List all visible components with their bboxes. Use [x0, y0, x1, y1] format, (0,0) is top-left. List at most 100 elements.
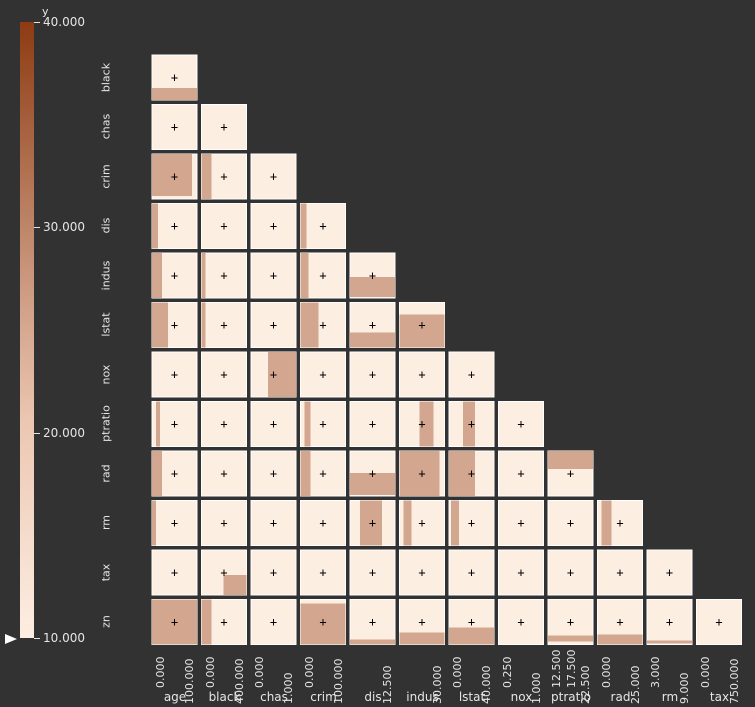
heatmap-cell-lstat-age[interactable]: +: [151, 302, 198, 348]
heatmap-cell-rad-dis[interactable]: +: [349, 450, 396, 497]
heatmap-cell-crim-age[interactable]: +: [151, 153, 198, 200]
heatmap-cell-ptratio-dis[interactable]: +: [349, 401, 396, 447]
x-tick-max-black: 400.000: [232, 658, 246, 705]
heatmap-cell-ptratio-black[interactable]: +: [201, 401, 247, 447]
heatmap-cell-rad-nox[interactable]: +: [498, 450, 544, 497]
density-patch: [201, 253, 206, 298]
heatmap-cell-dis-chas[interactable]: +: [250, 203, 297, 249]
heatmap-cell-lstat-indus[interactable]: +: [399, 302, 445, 348]
heatmap-cell-ptratio-nox[interactable]: +: [498, 401, 544, 447]
heatmap-cell-indus-dis[interactable]: +: [349, 252, 396, 299]
heatmap-cell-rm-lstat[interactable]: +: [448, 500, 495, 546]
density-patch: [360, 500, 382, 546]
heatmap-cell-tax-age[interactable]: +: [151, 549, 198, 596]
heatmap-cell-ptratio-lstat[interactable]: +: [448, 401, 495, 447]
heatmap-cell-tax-chas[interactable]: +: [250, 549, 297, 596]
heatmap-cell-rm-indus[interactable]: +: [399, 500, 445, 546]
heatmap-cell-rm-dis[interactable]: +: [349, 500, 396, 546]
heatmap-cell-rm-ptratio[interactable]: +: [547, 500, 594, 546]
cell-background: [300, 549, 346, 596]
heatmap-cell-dis-age[interactable]: +: [151, 203, 198, 249]
heatmap-cell-tax-indus[interactable]: +: [399, 549, 445, 596]
heatmap-cell-tax-lstat[interactable]: +: [448, 549, 495, 596]
heatmap-cell-chas-age[interactable]: +: [151, 104, 198, 150]
heatmap-cell-tax-rad[interactable]: +: [597, 549, 643, 596]
cell-marker: +: [616, 615, 623, 629]
heatmap-cell-zn-rad[interactable]: +: [597, 599, 643, 645]
heatmap-cell-crim-chas[interactable]: +: [250, 153, 297, 200]
heatmap-cell-dis-crim[interactable]: +: [300, 203, 346, 249]
heatmap-cell-nox-chas[interactable]: +: [250, 351, 297, 398]
heatmap-cell-rad-crim[interactable]: +: [300, 450, 346, 497]
heatmap-cell-nox-indus[interactable]: +: [399, 351, 445, 398]
heatmap-cell-zn-dis[interactable]: +: [349, 599, 396, 645]
heatmap-cell-tax-black[interactable]: +: [201, 549, 247, 596]
x-tick-min-rm: 3.000: [649, 656, 662, 689]
heatmap-cell-black-age[interactable]: +: [151, 54, 198, 101]
heatmap-cell-ptratio-chas[interactable]: +: [250, 401, 297, 447]
cell-marker: +: [418, 368, 425, 382]
heatmap-cell-ptratio-crim[interactable]: +: [300, 401, 346, 447]
heatmap-cell-indus-crim[interactable]: +: [300, 252, 346, 299]
heatmap-cell-rad-age[interactable]: +: [151, 450, 198, 497]
heatmap-cell-zn-tax[interactable]: +: [696, 599, 742, 645]
density-patch: [399, 314, 445, 348]
heatmap-cell-indus-age[interactable]: +: [151, 252, 198, 299]
heatmap-cell-nox-black[interactable]: +: [201, 351, 247, 398]
heatmap-cell-tax-ptratio[interactable]: +: [547, 549, 594, 596]
heatmap-cell-zn-ptratio[interactable]: +: [547, 599, 594, 645]
heatmap-cell-tax-nox[interactable]: +: [498, 549, 544, 596]
col-label-chas: chas: [260, 690, 288, 704]
x-tick-mid-ptratio: 17.500: [565, 649, 578, 689]
heatmap-cell-zn-indus[interactable]: +: [399, 599, 445, 645]
heatmap-cell-rad-chas[interactable]: +: [250, 450, 297, 497]
heatmap-cell-rm-black[interactable]: +: [201, 500, 247, 546]
cell-background: [300, 351, 346, 398]
heatmap-cell-lstat-crim[interactable]: +: [300, 302, 346, 348]
heatmap-cell-nox-dis[interactable]: +: [349, 351, 396, 398]
heatmap-cell-rad-black[interactable]: +: [201, 450, 247, 497]
heatmap-cell-indus-black[interactable]: +: [201, 252, 247, 299]
heatmap-cell-nox-age[interactable]: +: [151, 351, 198, 398]
heatmap-cell-rm-chas[interactable]: +: [250, 500, 297, 546]
heatmap-cell-ptratio-indus[interactable]: +: [399, 401, 445, 447]
heatmap-cell-lstat-chas[interactable]: +: [250, 302, 297, 348]
heatmap-cell-chas-black[interactable]: +: [201, 104, 247, 150]
colorbar[interactable]: [20, 22, 34, 638]
heatmap-cell-nox-lstat[interactable]: +: [448, 351, 495, 398]
heatmap-cell-zn-chas[interactable]: +: [250, 599, 297, 645]
x-tick-max-dis: 12.500: [381, 665, 394, 705]
colorbar-slider-handle[interactable]: [5, 634, 17, 644]
heatmap-cell-zn-nox[interactable]: +: [498, 599, 544, 645]
x-tick-max-crim: 100.000: [331, 658, 345, 705]
cell-background: [696, 599, 742, 645]
heatmap-cell-tax-rm[interactable]: +: [646, 549, 693, 596]
cell-marker: +: [171, 368, 178, 382]
heatmap-cell-nox-crim[interactable]: +: [300, 351, 346, 398]
cell-marker: +: [270, 566, 277, 580]
heatmap-cell-rm-nox[interactable]: +: [498, 500, 544, 546]
cell-marker: +: [220, 615, 227, 629]
heatmap-cell-zn-lstat[interactable]: +: [448, 599, 495, 645]
heatmap-cell-rad-indus[interactable]: +: [399, 450, 445, 497]
heatmap-cell-crim-black[interactable]: +: [201, 153, 247, 200]
heatmap-cell-rad-lstat[interactable]: +: [448, 450, 495, 497]
heatmap-cell-zn-crim[interactable]: +: [300, 599, 346, 645]
heatmap-cell-lstat-dis[interactable]: +: [349, 302, 396, 348]
heatmap-cell-zn-rm[interactable]: +: [646, 599, 693, 645]
heatmap-cell-rm-rad[interactable]: +: [597, 500, 643, 546]
heatmap-cell-dis-black[interactable]: +: [201, 203, 247, 249]
cell-background: [448, 351, 495, 398]
cell-marker: +: [171, 120, 178, 134]
heatmap-cell-ptratio-age[interactable]: +: [151, 401, 198, 447]
heatmap-cell-zn-black[interactable]: +: [201, 599, 247, 645]
heatmap-cell-tax-crim[interactable]: +: [300, 549, 346, 596]
heatmap-cell-rad-ptratio[interactable]: +: [547, 450, 594, 497]
heatmap-cell-rm-crim[interactable]: +: [300, 500, 346, 546]
heatmap-cell-zn-age[interactable]: +: [151, 599, 198, 645]
heatmap-cell-indus-chas[interactable]: +: [250, 252, 297, 299]
heatmap-cell-tax-dis[interactable]: +: [349, 549, 396, 596]
heatmap-cell-lstat-black[interactable]: +: [201, 302, 247, 348]
heatmap-cell-rm-age[interactable]: +: [151, 500, 198, 546]
cell-marker: +: [468, 467, 475, 481]
